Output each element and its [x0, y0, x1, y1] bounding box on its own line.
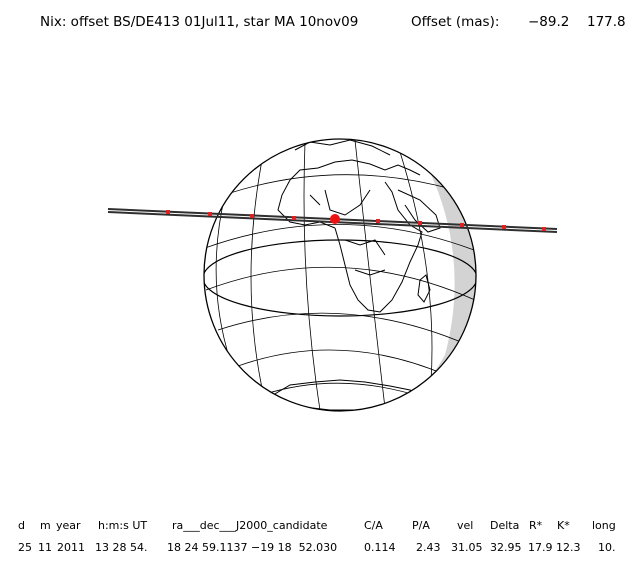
- cell-time-ut: 13 28 54.: [95, 541, 148, 554]
- cell-pa: 2.43: [416, 541, 441, 554]
- offset-y-value: 177.8: [587, 14, 626, 30]
- cell-k-star: 12.3: [556, 541, 581, 554]
- col-header: Delta: [490, 519, 520, 532]
- offset-label: Offset (mas):: [411, 14, 500, 30]
- cell-ca: 0.114: [364, 541, 396, 554]
- cell-day: 25: [18, 541, 32, 554]
- night-side-shading: [400, 150, 476, 411]
- col-header: year: [56, 519, 81, 532]
- offset-x-value: −89.2: [528, 14, 570, 30]
- col-header: long: [592, 519, 616, 532]
- central-instant-marker: [330, 214, 340, 224]
- cell-vel: 31.05: [451, 541, 483, 554]
- cell-long: 10.: [598, 541, 616, 554]
- col-header: C/A: [364, 519, 383, 532]
- col-header: R*: [529, 519, 543, 532]
- terminator-line: [204, 239, 476, 317]
- col-header: vel: [457, 519, 474, 532]
- col-header: d: [18, 519, 25, 532]
- col-header: K*: [557, 519, 570, 532]
- plot-title: Nix: offset BS/DE413 01Jul11, star MA 10…: [40, 14, 359, 30]
- cell-delta: 32.95: [490, 541, 522, 554]
- col-header: h:m:s UT: [98, 519, 148, 532]
- col-header: P/A: [412, 519, 430, 532]
- cell-year: 2011: [57, 541, 85, 554]
- col-header: ra___dec___J2000_candidate: [172, 519, 328, 532]
- cell-ra-dec: 18 24 59.1137 −19 18 52.030: [167, 541, 338, 554]
- cell-month: 11: [38, 541, 52, 554]
- track-time-marks: [166, 210, 546, 231]
- col-header: m: [40, 519, 51, 532]
- cell-r-star: 17.9: [528, 541, 553, 554]
